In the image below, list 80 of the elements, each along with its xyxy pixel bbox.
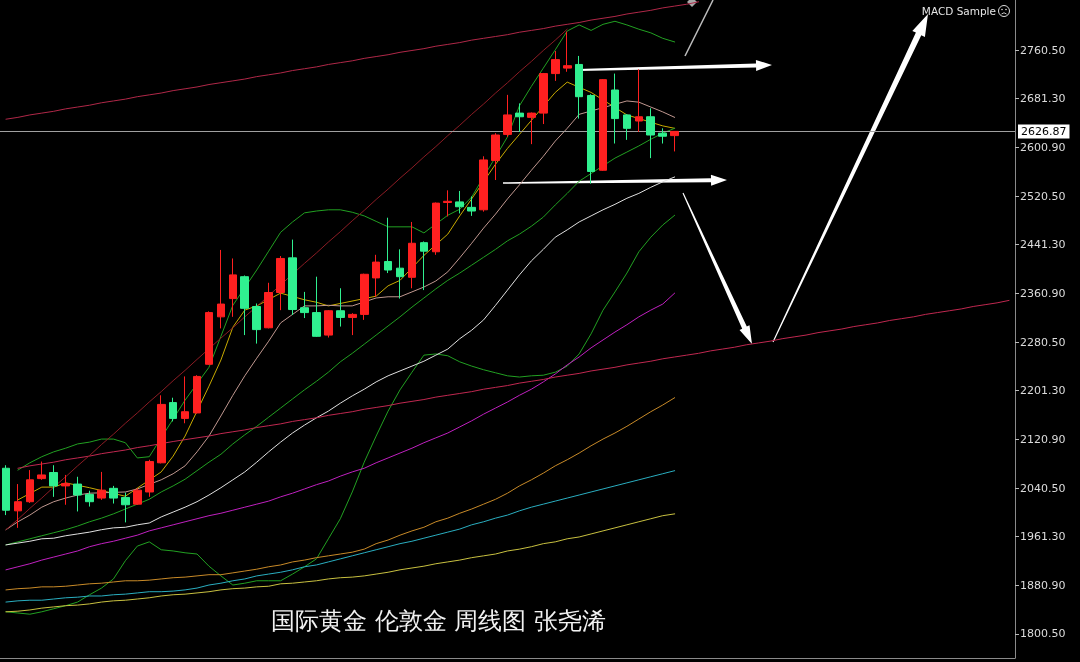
candlestick [26, 469, 34, 504]
candlestick [61, 474, 70, 506]
candlestick [623, 113, 631, 141]
candlestick [646, 107, 655, 159]
candlestick [658, 127, 667, 145]
candlestick [539, 72, 548, 125]
line-series [5, 1, 700, 120]
y-tick-label: 2201.30 [1020, 383, 1066, 397]
line-series [17, 20, 676, 471]
candlestick [240, 274, 249, 336]
line-series [5, 292, 676, 571]
candlestick [264, 282, 273, 329]
candlestick [324, 309, 333, 339]
ref-line-label: 2626.87 [1021, 124, 1067, 138]
y-tick-label: 1880.90 [1020, 578, 1066, 592]
candlestick [193, 374, 201, 415]
candlestick [563, 31, 572, 73]
candlestick [587, 93, 595, 185]
y-tick-label: 2760.50 [1020, 43, 1066, 57]
annotation: MACD Sample [921, 4, 997, 17]
candlestick [384, 217, 392, 274]
candlestick [205, 310, 213, 366]
y-tick-label: 2280.50 [1020, 335, 1066, 349]
y-tick-label: 2441.30 [1020, 237, 1066, 251]
candlestick [348, 312, 357, 336]
y-tick-label: 2360.90 [1020, 286, 1066, 300]
candlestick [276, 255, 285, 311]
candlestick [169, 397, 177, 422]
candlestick [372, 254, 380, 298]
candlestick [455, 190, 464, 214]
candlestick [49, 464, 58, 498]
candlestick [2, 464, 10, 516]
candlestick [611, 73, 619, 145]
candlestick [97, 471, 106, 501]
candlestick [443, 189, 452, 217]
candlestick [503, 94, 512, 138]
candlestick [133, 487, 142, 506]
candlestick [37, 461, 46, 481]
candlestick [396, 248, 404, 300]
line-series [5, 470, 676, 603]
y-tick-label: 2600.90 [1020, 140, 1066, 154]
candlestick [109, 485, 118, 505]
candlestick [288, 239, 297, 316]
candlestick [599, 78, 607, 172]
candlestick [145, 459, 154, 498]
candlestick [635, 68, 643, 133]
candlestick [360, 273, 369, 321]
candlestick [575, 55, 583, 120]
candlestick [432, 202, 440, 256]
candlestick [312, 276, 321, 338]
candlestick [527, 112, 536, 145]
candlestick [300, 291, 309, 319]
candlestick [467, 195, 476, 217]
candlestick [336, 287, 345, 328]
line-series [5, 397, 676, 591]
candlestick [14, 483, 22, 529]
candlestick [252, 302, 261, 345]
line-series [5, 28, 568, 531]
text: 国际黄金 伦敦金 周线图 张尧浠 [271, 607, 606, 635]
candlestick [181, 375, 189, 424]
y-tick-label: 1961.30 [1020, 529, 1066, 543]
y-tick-label: 2520.50 [1020, 189, 1066, 203]
candlestick [479, 155, 488, 213]
y-tick-label: 2040.50 [1020, 481, 1066, 495]
candlestick [217, 249, 225, 329]
candlestick [85, 490, 94, 508]
candlestick [157, 394, 166, 464]
candlestick [670, 130, 679, 152]
candlestick [515, 102, 524, 133]
candlestick [229, 257, 237, 318]
y-tick-label: 2681.30 [1020, 91, 1066, 105]
y-tick-label: 2120.90 [1020, 432, 1066, 446]
candlestick [420, 240, 428, 291]
candlestick [121, 492, 130, 523]
candlestick [551, 50, 560, 82]
candlestick [73, 476, 82, 512]
candlestick [491, 132, 500, 181]
line-series [17, 299, 1010, 469]
candlestick [408, 221, 416, 289]
y-tick-label: 1800.50 [1020, 627, 1066, 641]
